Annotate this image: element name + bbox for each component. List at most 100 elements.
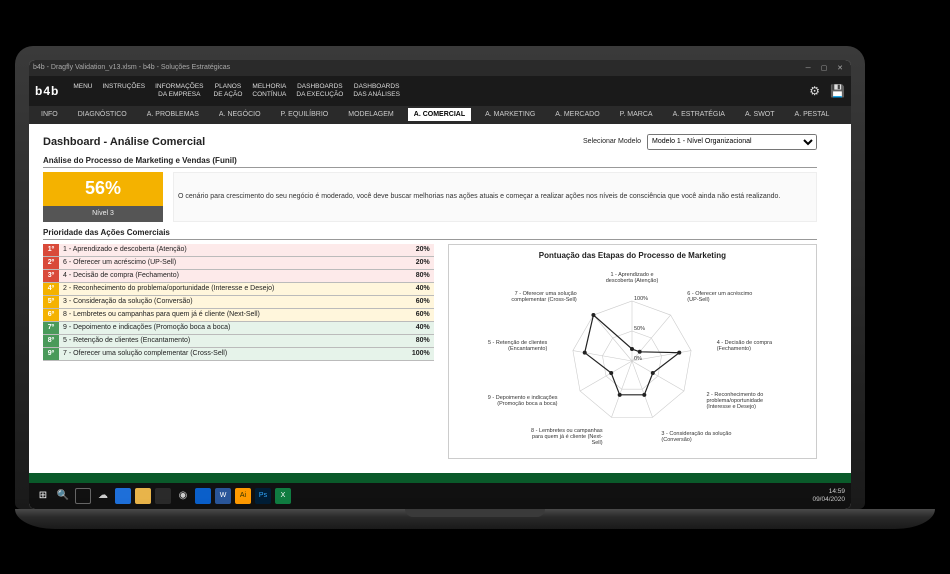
tab-a-neg-cio[interactable]: A. NEGÓCIO <box>213 108 267 121</box>
table-row: 3º4 - Decisão de compra (Fechamento)80% <box>43 269 434 282</box>
close-button[interactable]: ✕ <box>833 64 847 72</box>
folder-icon[interactable] <box>135 488 151 504</box>
priority-label: 7 - Oferecer uma solução complementar (C… <box>59 347 394 360</box>
priority-pct: 20% <box>394 244 434 257</box>
priority-pct: 20% <box>394 256 434 269</box>
funnel-percentage: 56% <box>43 172 163 206</box>
funnel-pct-box: 56% Nível 3 <box>43 172 163 222</box>
rank-cell: 3º <box>43 269 59 282</box>
svg-text:0%: 0% <box>634 356 642 362</box>
illustrator-icon[interactable]: Ai <box>235 488 251 504</box>
word-icon[interactable]: W <box>215 488 231 504</box>
priority-pct: 60% <box>394 295 434 308</box>
rank-cell: 8º <box>43 334 59 347</box>
rank-cell: 2º <box>43 256 59 269</box>
radar-panel: Pontuação das Etapas do Processo de Mark… <box>448 244 817 459</box>
svg-text:100%: 100% <box>634 296 648 302</box>
taskview-icon[interactable] <box>75 488 91 504</box>
rank-cell: 4º <box>43 282 59 295</box>
app-window: b4b - Dragfly Validation_v13.xlsm - b4b … <box>29 60 851 509</box>
titlebar: b4b - Dragfly Validation_v13.xlsm - b4b … <box>29 60 851 76</box>
content-area: Dashboard - Análise Comercial Selecionar… <box>29 124 851 473</box>
outlook-icon[interactable] <box>195 488 211 504</box>
ribbon-item-5[interactable]: DASHBOARDSDA EXECUÇÃO <box>292 81 347 100</box>
tab-modelagem[interactable]: MODELAGEM <box>342 108 400 121</box>
priorities-section-title: Prioridade das Ações Comerciais <box>43 228 817 240</box>
save-icon[interactable]: 💾 <box>830 84 845 98</box>
tab-a-pestal[interactable]: A. PESTAL <box>789 108 836 121</box>
chrome-icon[interactable]: ◉ <box>175 488 191 504</box>
tab-a-mercado[interactable]: A. MERCADO <box>549 108 605 121</box>
svg-text:9 - Depoimento e indicações(Pr: 9 - Depoimento e indicações(Promoção boc… <box>488 395 558 407</box>
gear-icon[interactable]: ⚙ <box>809 84 820 98</box>
table-row: 1º1 - Aprendizado e descoberta (Atenção)… <box>43 244 434 257</box>
laptop-base <box>15 509 935 529</box>
ribbon-item-3[interactable]: PLANOSDE AÇÃO <box>210 81 247 100</box>
ribbon-item-2[interactable]: INFORMAÇÕESDA EMPRESA <box>151 81 207 100</box>
svg-text:8 - Lembretes ou campanhaspara: 8 - Lembretes ou campanhaspara quem já é… <box>531 428 603 446</box>
tab-a-marketing[interactable]: A. MARKETING <box>479 108 541 121</box>
priority-pct: 40% <box>394 321 434 334</box>
tab-diagn-stico[interactable]: DIAGNÓSTICO <box>72 108 133 121</box>
selector-label: Selecionar Modelo <box>583 138 641 145</box>
photoshop-icon[interactable]: Ps <box>255 488 271 504</box>
page-title: Dashboard - Análise Comercial <box>43 136 205 148</box>
minimize-button[interactable]: ─ <box>801 65 815 72</box>
table-row: 6º8 - Lembretes ou campanhas para quem j… <box>43 308 434 321</box>
maximize-button[interactable]: ▢ <box>817 64 831 72</box>
taskbar-clock[interactable]: 14:59 09/04/2020 <box>812 488 845 502</box>
svg-text:3 - Consideração da solução(Co: 3 - Consideração da solução(Conversão) <box>662 431 732 443</box>
model-selector[interactable]: Modelo 1 - Nível Organizacional <box>647 134 817 150</box>
tab-a-estrat-gia[interactable]: A. ESTRATÉGIA <box>667 108 731 121</box>
priority-pct: 80% <box>394 269 434 282</box>
table-row: 7º9 - Depoimento e indicações (Promoção … <box>43 321 434 334</box>
windows-taskbar: ⊞ 🔍 ☁ ◉ W Ai Ps X 14:59 09/04/2020 <box>29 483 851 509</box>
priority-label: 6 - Oferecer um acréscimo (UP-Sell) <box>59 256 394 269</box>
excel-icon[interactable]: X <box>275 488 291 504</box>
priorities-table: 1º1 - Aprendizado e descoberta (Atenção)… <box>43 244 434 361</box>
table-row: 4º2 - Reconhecimento do problema/oportun… <box>43 282 434 295</box>
app-logo: b4b <box>35 84 59 98</box>
window-controls: ─ ▢ ✕ <box>801 64 847 72</box>
rank-cell: 9º <box>43 347 59 360</box>
tab-a-comercial[interactable]: A. COMERCIAL <box>408 108 471 121</box>
ribbon-item-6[interactable]: DASHBOARDSDAS ANÁLISES <box>349 81 404 100</box>
priority-pct: 60% <box>394 308 434 321</box>
funnel-section-title: Análise do Processo de Marketing e Venda… <box>43 156 817 168</box>
radar-chart: 0%50%100%1 - Aprendizado edescoberta (At… <box>467 262 797 452</box>
svg-text:5 - Retenção de clientes(Encan: 5 - Retenção de clientes(Encantamento) <box>488 339 548 351</box>
svg-text:6 - Oferecer um acréscimo(UP-S: 6 - Oferecer um acréscimo(UP-Sell) <box>688 291 753 303</box>
table-row: 2º6 - Oferecer um acréscimo (UP-Sell)20% <box>43 256 434 269</box>
priority-label: 4 - Decisão de compra (Fechamento) <box>59 269 394 282</box>
rank-cell: 6º <box>43 308 59 321</box>
search-icon[interactable]: 🔍 <box>55 488 71 504</box>
excel-statusbar <box>29 473 851 483</box>
funnel-description: O cenário para crescimento do seu negóci… <box>173 172 817 222</box>
ribbon-item-4[interactable]: MELHORIACONTÍNUA <box>248 81 290 100</box>
tab-p-equil-brio[interactable]: P. EQUILÍBRIO <box>275 108 335 121</box>
tab-a-problemas[interactable]: A. PROBLEMAS <box>141 108 205 121</box>
tab-p-marca[interactable]: P. MARCA <box>614 108 659 121</box>
cloud-icon[interactable]: ☁ <box>95 488 111 504</box>
start-button[interactable]: ⊞ <box>35 488 51 504</box>
screen: b4b - Dragfly Validation_v13.xlsm - b4b … <box>29 60 851 509</box>
browser-icon[interactable] <box>115 488 131 504</box>
priority-label: 8 - Lembretes ou campanhas para quem já … <box>59 308 394 321</box>
priority-label: 2 - Reconhecimento do problema/oportunid… <box>59 282 394 295</box>
tab-a-swot[interactable]: A. SWOT <box>739 108 781 121</box>
ribbon-item-1[interactable]: INSTRUÇÕES <box>98 81 149 100</box>
laptop-frame: b4b - Dragfly Validation_v13.xlsm - b4b … <box>15 46 865 509</box>
ribbon-item-0[interactable]: MENU <box>69 81 96 100</box>
rank-cell: 5º <box>43 295 59 308</box>
svg-text:50%: 50% <box>634 326 645 332</box>
table-row: 9º7 - Oferecer uma solução complementar … <box>43 347 434 360</box>
funnel-level: Nível 3 <box>43 206 163 222</box>
svg-text:4 - Decisão de compra(Fechamen: 4 - Decisão de compra(Fechamento) <box>717 339 773 351</box>
priority-label: 1 - Aprendizado e descoberta (Atenção) <box>59 244 394 257</box>
radar-title: Pontuação das Etapas do Processo de Mark… <box>455 251 810 260</box>
tab-info[interactable]: INFO <box>35 108 64 121</box>
table-row: 8º5 - Retenção de clientes (Encantamento… <box>43 334 434 347</box>
priority-label: 5 - Retenção de clientes (Encantamento) <box>59 334 394 347</box>
calculator-icon[interactable] <box>155 488 171 504</box>
svg-text:2 - Reconhecimento doproblema/: 2 - Reconhecimento doproblema/oportunida… <box>707 392 764 410</box>
